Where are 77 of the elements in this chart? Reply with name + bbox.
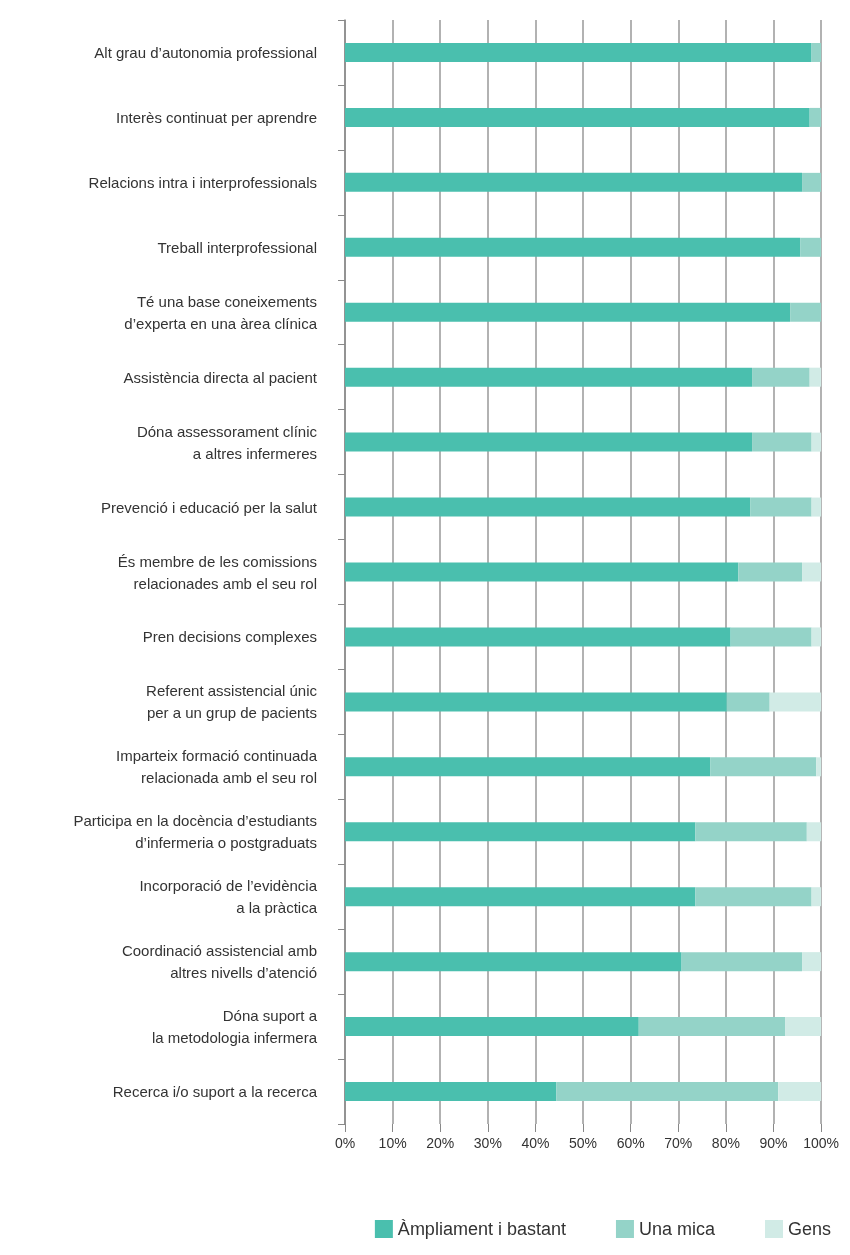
y-tick-label: Incorporació de l’evidència a la pràctica bbox=[139, 877, 318, 917]
bar bbox=[345, 432, 753, 452]
x-tick-label: 70% bbox=[664, 1135, 693, 1151]
bar bbox=[811, 627, 822, 647]
bar bbox=[345, 497, 751, 517]
bar bbox=[809, 107, 822, 127]
y-tick-label: Dóna suport a la metodologia infermera bbox=[151, 1007, 318, 1047]
bar bbox=[752, 432, 812, 452]
x-tick-label: 30% bbox=[473, 1135, 502, 1151]
y-tick-label: Alt grau d’autonomia professional bbox=[94, 43, 317, 61]
bar bbox=[710, 757, 817, 777]
bar bbox=[695, 822, 807, 842]
legend-label: Gens bbox=[787, 1219, 832, 1239]
bar bbox=[345, 952, 682, 972]
bar bbox=[345, 172, 803, 192]
bar bbox=[345, 562, 739, 582]
bar bbox=[726, 692, 770, 712]
y-tick-label: Participa en la docència d’estudiants d’infermeria o postgraduats bbox=[73, 812, 317, 852]
bar bbox=[752, 367, 810, 387]
bar bbox=[345, 42, 812, 62]
bar bbox=[345, 367, 753, 387]
y-tick-label: Prevenció i educació per la salut bbox=[101, 498, 318, 516]
bar bbox=[811, 497, 822, 517]
bar bbox=[802, 172, 822, 192]
x-tick-label: 50% bbox=[569, 1135, 598, 1151]
y-tick-label: Interès continuat per aprendre bbox=[116, 108, 317, 126]
bar bbox=[816, 757, 822, 777]
bar bbox=[638, 1017, 786, 1037]
bar bbox=[345, 1082, 557, 1102]
y-tick-label: Referent assistencial únic per a un grup de pacients bbox=[146, 682, 318, 722]
bar bbox=[345, 107, 810, 127]
x-tick-label: 20% bbox=[426, 1135, 455, 1151]
legend-label: Àmpliament i bastant bbox=[397, 1219, 566, 1239]
x-tick-label: 100% bbox=[803, 1135, 839, 1151]
legend-label: Una mica bbox=[638, 1219, 716, 1239]
bar bbox=[345, 822, 696, 842]
y-tick-label: Coordinació assistencial amb altres nivells d’atenció bbox=[121, 942, 317, 982]
bar bbox=[730, 627, 812, 647]
bar bbox=[811, 887, 822, 907]
bar bbox=[345, 627, 731, 647]
x-tick-label: 10% bbox=[378, 1135, 407, 1151]
y-tick-label: Assistència directa al pacient bbox=[123, 368, 318, 386]
x-tick-label: 0% bbox=[334, 1135, 356, 1151]
bar bbox=[809, 367, 822, 387]
bar bbox=[556, 1082, 779, 1102]
bar bbox=[769, 692, 822, 712]
bar bbox=[800, 237, 822, 257]
y-tick-label: És membre de les comissions relacionades amb el seu rol bbox=[117, 552, 317, 592]
bar bbox=[681, 952, 803, 972]
bar bbox=[738, 562, 803, 582]
bar bbox=[345, 1017, 639, 1037]
bar bbox=[778, 1082, 822, 1102]
bar bbox=[806, 822, 822, 842]
bar bbox=[811, 432, 822, 452]
y-tick-label: Pren decisions complexes bbox=[142, 628, 317, 646]
bar bbox=[785, 1017, 822, 1037]
x-tick-label: 40% bbox=[521, 1135, 550, 1151]
bar bbox=[802, 562, 822, 582]
x-tick-label: 90% bbox=[759, 1135, 788, 1151]
bar bbox=[802, 952, 822, 972]
y-tick-label: Imparteix formació continuada relacionada amb el seu rol bbox=[116, 747, 318, 787]
bar bbox=[345, 692, 727, 712]
bar bbox=[345, 237, 801, 257]
bar bbox=[811, 42, 822, 62]
x-tick-label: 80% bbox=[711, 1135, 740, 1151]
y-tick-label: Dóna assessorament clínic a altres infermeres bbox=[136, 422, 318, 462]
bar bbox=[695, 887, 812, 907]
y-tick-label: Recerca i/o suport a la recerca bbox=[112, 1083, 318, 1101]
y-tick-label: Relacions intra i interprofessionals bbox=[88, 173, 317, 191]
bar bbox=[345, 302, 791, 322]
x-tick-label: 60% bbox=[616, 1135, 645, 1151]
bar bbox=[345, 887, 696, 907]
bar bbox=[790, 302, 822, 322]
bar bbox=[345, 757, 711, 777]
y-tick-label: Té una base coneixements d’experta en una àrea clínica bbox=[124, 292, 318, 332]
bar bbox=[750, 497, 812, 517]
y-tick-label: Treball interprofessional bbox=[157, 238, 317, 256]
